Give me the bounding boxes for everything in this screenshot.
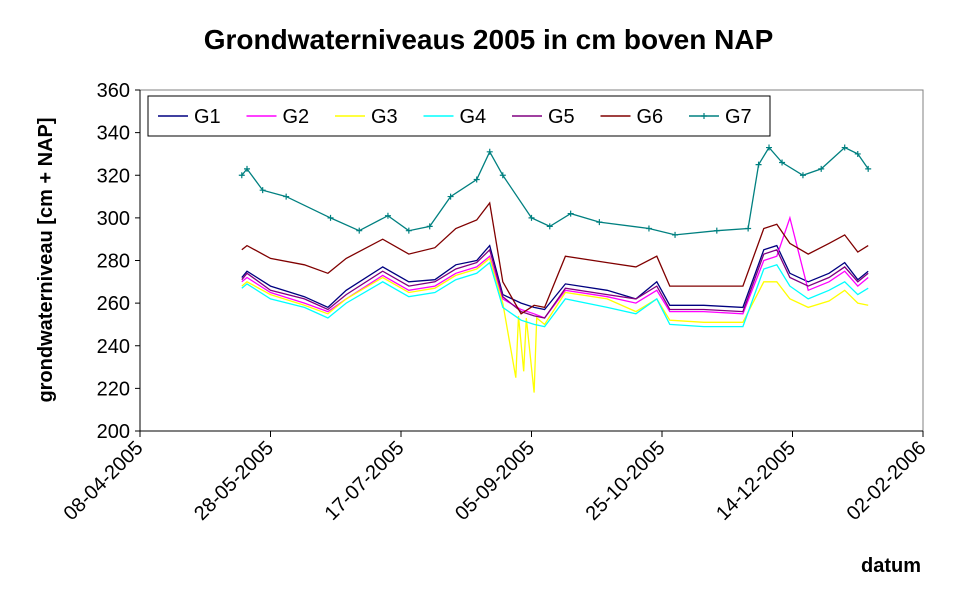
series-point-g7 <box>283 193 290 200</box>
series-point-g7 <box>755 161 762 168</box>
series-point-g7 <box>244 165 251 172</box>
series-point-g7 <box>447 193 454 200</box>
series-g3 <box>241 257 869 393</box>
y-tick-label: 320 <box>97 165 130 187</box>
series-point-g7 <box>259 187 266 194</box>
x-tick-label: 17-07-2005 <box>321 437 409 525</box>
series-point-g7 <box>384 212 391 219</box>
legend-label: G6 <box>637 106 664 128</box>
y-tick-label: 340 <box>97 123 130 145</box>
y-tick-label: 200 <box>97 421 130 443</box>
series-point-g7 <box>645 225 652 232</box>
series-point-g7 <box>865 165 872 172</box>
x-tick-label: 08-04-2005 <box>60 437 148 525</box>
legend: G1 G2 G3 G4 G5 G6 G7 <box>147 95 771 137</box>
plot-area <box>139 89 924 432</box>
y-tick-label: 300 <box>97 208 130 230</box>
legend-item-g6: G6 <box>600 106 664 128</box>
series-point-g7 <box>841 144 848 151</box>
series-point-g7 <box>766 144 773 151</box>
legend-marker <box>701 113 707 119</box>
series-g1 <box>241 244 869 311</box>
legend-item-g2: G2 <box>246 106 310 128</box>
x-tick-label: 05-09-2005 <box>451 437 539 525</box>
series-point-g7 <box>567 210 574 217</box>
series-point-g7 <box>499 172 506 179</box>
legend-item-g5: G5 <box>512 106 575 128</box>
legend-label: G1 <box>194 106 221 128</box>
series-point-g7 <box>238 172 245 179</box>
legend-label: G2 <box>283 106 310 128</box>
legend-item-g1: G1 <box>158 106 221 128</box>
series-point-g7 <box>854 150 861 157</box>
series-line-g4 <box>241 261 869 328</box>
legend-item-g7: G7 <box>689 106 752 128</box>
series-g6 <box>241 201 869 315</box>
legend-label: G4 <box>460 106 487 128</box>
series-point-g7 <box>818 165 825 172</box>
x-tick-label: 14-12-2005 <box>712 437 800 525</box>
y-tick-label: 360 <box>97 80 130 102</box>
y-tick-label: 260 <box>97 293 130 315</box>
series-point-g7 <box>327 214 334 221</box>
series-point-g7 <box>745 225 752 232</box>
series-point-g7 <box>596 219 603 226</box>
legend-label: G3 <box>371 106 398 128</box>
series-point-g7 <box>546 223 553 230</box>
chart-title: Grondwaterniveaus 2005 in cm boven NAP <box>203 24 774 55</box>
series-layer <box>238 144 872 393</box>
series-point-g7 <box>713 227 720 234</box>
series-g5 <box>241 248 869 319</box>
series-g7 <box>238 144 872 238</box>
y-tick-label: 220 <box>97 378 130 400</box>
x-tick-label: 02-02-2006 <box>843 437 931 525</box>
legend-item-g3: G3 <box>335 106 398 128</box>
y-tick-label: 280 <box>97 251 130 273</box>
series-point-g7 <box>672 231 679 238</box>
x-tick-label: 28-05-2005 <box>190 437 278 525</box>
legend-label: G5 <box>548 106 575 128</box>
series-point-g7 <box>486 148 493 155</box>
x-axis-title: datum <box>861 555 921 577</box>
series-g4 <box>241 261 869 328</box>
series-line-g3 <box>241 257 869 393</box>
series-line-g5 <box>241 248 869 319</box>
series-point-g7 <box>405 227 412 234</box>
series-point-g7 <box>356 227 363 234</box>
series-line-g1 <box>241 244 869 311</box>
series-point-g7 <box>799 172 806 179</box>
series-point-g7 <box>426 223 433 230</box>
series-line-g6 <box>241 201 869 315</box>
x-tick-label: 25-10-2005 <box>582 437 670 525</box>
y-axis-title: grondwaterniveau [cm + NAP] <box>35 117 57 402</box>
series-point-g7 <box>473 176 480 183</box>
legend-item-g4: G4 <box>423 106 487 128</box>
legend-label: G7 <box>725 106 752 128</box>
series-point-g7 <box>779 159 786 166</box>
y-tick-label: 240 <box>97 336 130 358</box>
series-point-g7 <box>528 214 535 221</box>
